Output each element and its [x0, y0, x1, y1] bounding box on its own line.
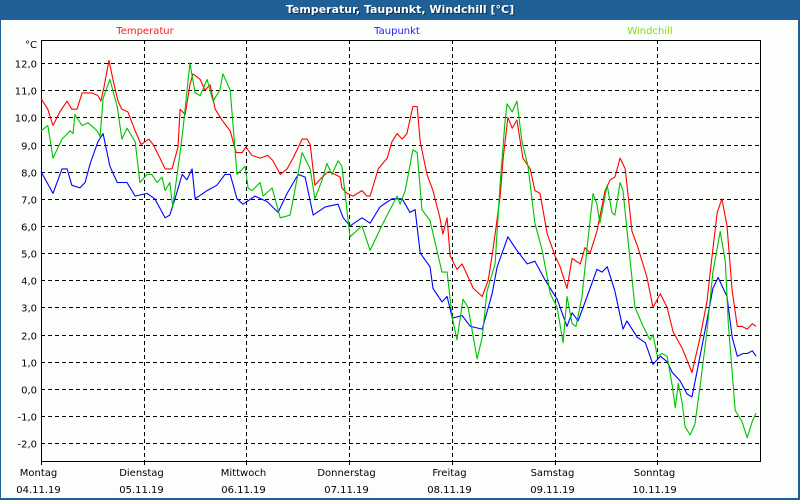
y-tick-label: 2,0 [21, 332, 37, 343]
chart-panel [1, 20, 798, 498]
series-line-temperatur [40, 59, 757, 374]
x-tick-day-label: Donnerstag [317, 468, 375, 479]
x-tick-date-label: 10.11.19 [632, 485, 677, 496]
series-lines [40, 59, 757, 439]
y-tick-label: 4,0 [21, 277, 37, 288]
legend: Temperatur Taupunkt Windchill [115, 26, 672, 37]
y-tick-label: 5,0 [21, 250, 37, 261]
y-axis-unit-label: °C [25, 40, 37, 51]
x-tick-date-label: 04.11.19 [16, 485, 61, 496]
series-line-taupunkt [40, 133, 757, 398]
y-tick-label: 9,0 [21, 142, 37, 153]
x-tick-day-label: Montag [20, 468, 57, 479]
axes [41, 40, 761, 465]
series-line-windchill [40, 62, 757, 439]
tick-labels: -2,0 -1,0 0,0 1,0 2,0 3,0 4,0 5,0 6,0 7,0 8,0 9,0 10… [15, 40, 677, 496]
x-tick-day-label: Mittwoch [221, 468, 266, 479]
grid [41, 40, 760, 461]
x-tick-day-label: Samstag [531, 468, 575, 479]
plot-frame [41, 40, 761, 462]
y-tick-label: 0,0 [21, 386, 37, 397]
x-tick-date-label: 08.11.19 [427, 485, 472, 496]
legend-entry-taupunkt: Taupunkt [373, 26, 420, 37]
x-tick-day-label: Sonntag [634, 468, 676, 479]
y-tick-label: 10,0 [15, 114, 37, 125]
y-tick-label: 3,0 [21, 304, 37, 315]
x-tick-day-label: Freitag [432, 468, 466, 479]
x-tick-date-label: 06.11.19 [221, 485, 266, 496]
y-tick-label: -2,0 [17, 440, 37, 451]
y-tick-label: 7,0 [21, 196, 37, 207]
chart-title: Temperatur, Taupunkt, Windchill [°C] [0, 0, 800, 20]
y-tick-label: 12,0 [15, 60, 37, 71]
y-tick-label: 1,0 [21, 359, 37, 370]
x-tick-date-label: 05.11.19 [119, 485, 164, 496]
x-tick-date-label: 07.11.19 [324, 485, 369, 496]
y-tick-label: 8,0 [21, 169, 37, 180]
y-tick-label: 6,0 [21, 223, 37, 234]
x-tick-day-label: Dienstag [119, 468, 164, 479]
y-tick-label: -1,0 [17, 413, 37, 424]
y-tick-label: 11,0 [15, 87, 37, 98]
x-tick-date-label: 09.11.19 [530, 485, 575, 496]
legend-entry-temperatur: Temperatur [115, 26, 174, 37]
legend-entry-windchill: Windchill [627, 26, 672, 37]
